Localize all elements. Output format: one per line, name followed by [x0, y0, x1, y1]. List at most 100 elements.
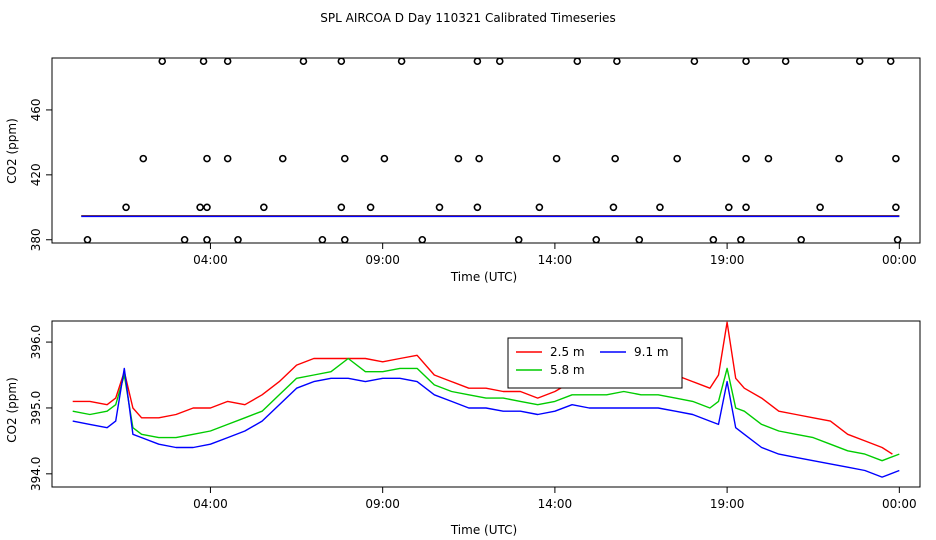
scatter-point [380, 154, 389, 163]
scatter-point [742, 57, 750, 66]
scatter-point [886, 57, 895, 66]
legend-box [507, 337, 683, 389]
scatter-point [892, 203, 900, 212]
scatter-point [514, 235, 523, 244]
scatter-point [893, 235, 902, 244]
top-y-axis: 380 420 460 [29, 98, 53, 251]
scatter-point [203, 203, 211, 212]
scatter-point [737, 235, 745, 244]
scatter-point [366, 203, 375, 212]
bottom-y-axis-label: CO2 (ppm) [5, 377, 19, 443]
scatter-point [742, 203, 750, 212]
top-x-tick-label: 09:00 [365, 253, 400, 267]
scatter-point [223, 57, 232, 66]
top-panel: 04:00 09:00 14:00 19:00 00:00 380 420 460 Time… [5, 57, 921, 284]
scatter-point [203, 235, 211, 244]
scatter-point [454, 154, 463, 163]
series-line-5-8-m [72, 357, 900, 462]
top-flat-series [81, 215, 900, 218]
top-x-tick-label: 14:00 [538, 253, 573, 267]
top-y-tick-label: 420 [29, 163, 43, 186]
bottom-x-tick-label: 00:00 [882, 497, 917, 511]
top-x-tick-label: 00:00 [882, 253, 917, 267]
scatter-point [234, 235, 242, 244]
scatter-point [709, 235, 718, 244]
scatter-point [535, 203, 544, 212]
scatter-point [855, 57, 864, 66]
legend-label: 2.5 m [550, 345, 585, 359]
top-x-tick-label: 04:00 [193, 253, 228, 267]
scatter-point [397, 57, 406, 66]
bottom-y-tick-label: 395.0 [29, 391, 43, 425]
top-y-tick-label: 460 [29, 98, 43, 121]
legend-entries: 2.5 m 9.1 m 5.8 m [516, 345, 669, 377]
scatter-point [139, 154, 148, 163]
scatter-point [473, 57, 482, 66]
scatter-point [725, 203, 733, 212]
scatter-point [611, 154, 619, 163]
scatter-point [835, 154, 843, 163]
scatter-point [418, 235, 427, 244]
scatter-point [278, 154, 287, 163]
legend: 2.5 m 9.1 m 5.8 m [507, 337, 683, 389]
bottom-series-lines [72, 321, 900, 478]
scatter-point [83, 235, 92, 244]
scatter-point [340, 154, 349, 163]
bottom-y-tick-label: 394.0 [29, 457, 43, 491]
top-y-tick-label: 380 [29, 228, 43, 251]
scatter-point [260, 203, 268, 212]
scatter-point [158, 57, 167, 66]
scatter-point [199, 57, 208, 66]
bottom-x-tick-label: 04:00 [193, 497, 228, 511]
scatter-point [609, 203, 618, 212]
scatter-point [764, 154, 773, 163]
scatter-point [892, 154, 900, 163]
scatter-point [592, 235, 601, 244]
bottom-x-tick-label: 09:00 [365, 497, 400, 511]
legend-label: 9.1 m [634, 345, 669, 359]
scatter-point [781, 57, 790, 66]
bottom-x-tick-label: 14:00 [538, 497, 573, 511]
scatter-point [613, 57, 621, 66]
series-line-2-5-m [72, 321, 893, 455]
scatter-point [122, 203, 130, 212]
scatter-point [495, 57, 504, 66]
scatter-point [337, 57, 346, 66]
scatter-point [552, 154, 561, 163]
scatter-point [475, 154, 483, 163]
scatter-point [223, 154, 232, 163]
bottom-x-axis: 04:00 09:00 14:00 19:00 00:00 [193, 486, 917, 511]
top-y-axis-label: CO2 (ppm) [5, 118, 19, 184]
top-x-axis-label: Time (UTC) [450, 270, 517, 284]
scatter-point [656, 203, 664, 212]
bottom-y-tick-label: 396.0 [29, 325, 43, 359]
bottom-panel: 04:00 09:00 14:00 19:00 00:00 394.0 395.0 396.… [5, 320, 921, 537]
top-x-tick-label: 19:00 [710, 253, 745, 267]
scatter-point [573, 57, 582, 66]
scatter-point [196, 203, 204, 212]
scatter-point [203, 154, 211, 163]
scatter-point [690, 57, 699, 66]
scatter-point [673, 154, 681, 163]
scatter-point [180, 235, 189, 244]
top-x-axis: 04:00 09:00 14:00 19:00 00:00 [193, 242, 917, 267]
scatter-point [635, 235, 644, 244]
scatter-point [337, 203, 346, 212]
scatter-point [742, 154, 750, 163]
bottom-plot-frame [51, 320, 921, 488]
scatter-point [340, 235, 349, 244]
scatter-point [797, 235, 805, 244]
series-line-9-1-m [72, 367, 900, 478]
bottom-x-axis-label: Time (UTC) [450, 523, 517, 537]
legend-label: 5.8 m [550, 363, 585, 377]
bottom-x-tick-label: 19:00 [710, 497, 745, 511]
scatter-point [816, 203, 824, 212]
scatter-point [473, 203, 482, 212]
scatter-point [299, 57, 308, 66]
figure-title: SPL AIRCOA D Day 110321 Calibrated Times… [320, 11, 615, 25]
top-scatter-points [83, 57, 902, 244]
scatter-point [318, 235, 327, 244]
bottom-y-axis: 394.0 395.0 396.0 [29, 325, 53, 491]
scatter-point [435, 203, 444, 212]
